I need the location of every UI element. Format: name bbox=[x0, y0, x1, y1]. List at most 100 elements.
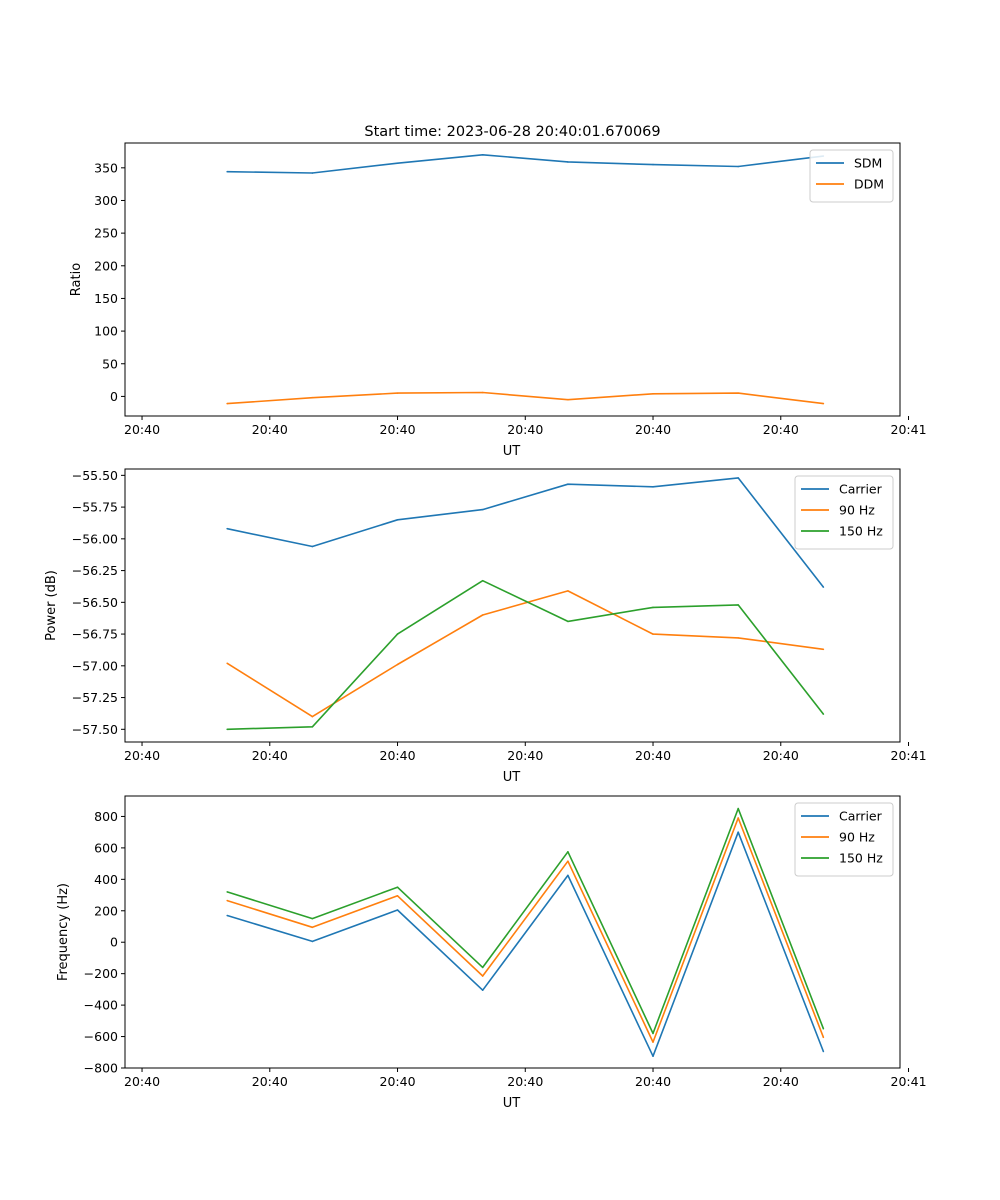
x-tick-label: 20:40 bbox=[763, 422, 799, 437]
data-point-90-hz bbox=[481, 614, 484, 616]
data-point-150-hz bbox=[226, 891, 228, 893]
data-point-90-hz bbox=[226, 899, 228, 902]
x-tick-label: 20:40 bbox=[763, 1074, 799, 1089]
y-tick-label: 800 bbox=[94, 809, 118, 824]
y-tick-label: −55.50 bbox=[72, 468, 118, 483]
data-point-150-hz bbox=[311, 917, 314, 920]
data-point-150-hz bbox=[311, 725, 314, 728]
data-point-carrier bbox=[226, 914, 228, 917]
data-point-carrier bbox=[396, 909, 399, 911]
series-line-90-hz bbox=[226, 590, 824, 718]
x-tick-label: 20:40 bbox=[507, 748, 543, 763]
y-tick-label: 250 bbox=[94, 226, 118, 241]
data-point-150-hz bbox=[652, 1032, 654, 1035]
legend-label: Carrier bbox=[839, 482, 883, 497]
data-point-150-hz bbox=[822, 713, 825, 715]
y-tick-label: 100 bbox=[94, 324, 118, 339]
legend-label: 90 Hz bbox=[839, 830, 875, 845]
data-point-ddm bbox=[652, 392, 654, 395]
x-tick-label: 20:40 bbox=[380, 1074, 416, 1089]
data-point-90-hz bbox=[226, 662, 228, 665]
y-tick-label: 600 bbox=[94, 840, 118, 855]
data-point-carrier bbox=[311, 940, 314, 943]
legend: Carrier 90 Hz 150 Hz bbox=[794, 802, 894, 877]
y-tick-label: 50 bbox=[102, 356, 118, 371]
x-tick-label: 20:41 bbox=[891, 422, 927, 437]
data-point-90-hz bbox=[396, 663, 399, 666]
series-line-150-hz bbox=[227, 579, 825, 731]
data-point-carrier bbox=[226, 527, 228, 530]
x-tick-label: 20:40 bbox=[252, 1074, 288, 1089]
y-tick-label: 400 bbox=[94, 872, 118, 887]
data-point-carrier bbox=[567, 483, 569, 486]
y-axis-label: Ratio bbox=[69, 263, 84, 296]
data-point-ddm bbox=[311, 396, 314, 399]
data-point-sdm bbox=[737, 165, 739, 168]
data-point-150-hz bbox=[737, 807, 739, 810]
data-point-150-hz bbox=[396, 886, 399, 888]
y-tick-label: 0 bbox=[110, 389, 118, 404]
figure-title: Start time: 2023-06-28 20:40:01.670069 bbox=[364, 124, 660, 140]
data-point-90-hz bbox=[737, 817, 739, 819]
data-point-sdm bbox=[226, 170, 228, 173]
legend: Carrier 90 Hz 150 Hz bbox=[794, 475, 894, 550]
data-point-90-hz bbox=[311, 715, 314, 718]
data-point-ddm bbox=[226, 402, 228, 405]
data-point-sdm bbox=[396, 162, 399, 165]
x-tick-label: 20:40 bbox=[763, 748, 799, 763]
data-point-ddm bbox=[822, 402, 825, 405]
data-point-carrier bbox=[311, 545, 314, 548]
data-point-150-hz bbox=[481, 579, 484, 582]
x-axis-label: UT bbox=[503, 1096, 521, 1111]
series-line-90-hz bbox=[226, 817, 825, 1043]
data-point-sdm bbox=[311, 172, 314, 174]
data-point-ddm bbox=[481, 391, 484, 394]
y-axis-label: Frequency (Hz) bbox=[56, 883, 71, 981]
x-tick-label: 20:40 bbox=[507, 1074, 543, 1089]
axes-frame bbox=[124, 795, 901, 1069]
series-line-150-hz bbox=[226, 807, 825, 1035]
x-tick-label: 20:40 bbox=[380, 748, 416, 763]
y-tick-label: −56.00 bbox=[72, 531, 118, 546]
y-tick-label: −400 bbox=[84, 998, 118, 1013]
x-tick-label: 20:40 bbox=[252, 422, 288, 437]
legend-label: 90 Hz bbox=[839, 503, 875, 518]
legend-label: 150 Hz bbox=[839, 851, 883, 866]
legend-label: 150 Hz bbox=[839, 524, 883, 539]
y-tick-label: 300 bbox=[94, 193, 118, 208]
series-line-carrier bbox=[227, 477, 825, 588]
data-point-90-hz bbox=[481, 975, 484, 977]
y-tick-label: −57.25 bbox=[72, 690, 118, 705]
data-point-carrier bbox=[396, 518, 399, 521]
x-axis-label: UT bbox=[503, 444, 521, 459]
data-point-ddm bbox=[567, 398, 569, 401]
x-tick-label: 20:40 bbox=[124, 422, 160, 437]
x-tick-label: 20:40 bbox=[635, 748, 671, 763]
x-tick-label: 20:40 bbox=[380, 422, 416, 437]
chart-panel-1: 20:40 20:40 20:40 20:40 20:40 20:40 20:41 0 50 10… bbox=[69, 142, 927, 459]
data-point-90-hz bbox=[396, 895, 399, 897]
data-point-150-hz bbox=[737, 604, 739, 606]
y-tick-label: −57.00 bbox=[72, 658, 118, 673]
data-point-sdm bbox=[652, 163, 654, 166]
y-tick-label: 350 bbox=[94, 160, 118, 175]
x-tick-label: 20:40 bbox=[124, 748, 160, 763]
y-tick-label: 150 bbox=[94, 291, 118, 306]
y-tick-label: −55.75 bbox=[72, 500, 118, 515]
legend-label: SDM bbox=[854, 156, 882, 171]
data-point-carrier bbox=[481, 989, 484, 991]
legend: SDM DDM bbox=[809, 149, 894, 203]
data-point-90-hz bbox=[311, 926, 314, 929]
data-point-carrier bbox=[652, 1055, 654, 1058]
x-tick-label: 20:40 bbox=[635, 1074, 671, 1089]
data-point-sdm bbox=[567, 161, 569, 163]
data-point-carrier bbox=[822, 586, 825, 588]
series-line-sdm bbox=[227, 154, 824, 174]
data-point-carrier bbox=[737, 831, 739, 833]
y-tick-label: −600 bbox=[84, 1029, 118, 1044]
y-tick-label: −200 bbox=[84, 966, 118, 981]
y-tick-label: 200 bbox=[94, 903, 118, 918]
data-point-90-hz bbox=[652, 1041, 654, 1043]
x-axis-label: UT bbox=[503, 770, 521, 785]
